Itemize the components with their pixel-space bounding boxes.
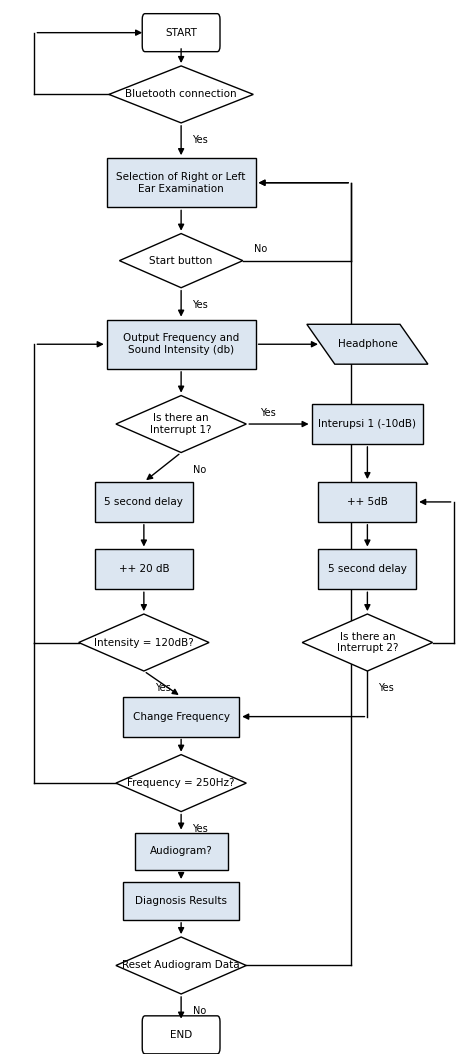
Bar (319, 482, 416, 522)
Polygon shape (109, 66, 253, 123)
Text: Reset Audiogram Data: Reset Audiogram Data (122, 961, 240, 970)
Polygon shape (116, 754, 246, 811)
Text: Output Frequency and
Sound Intensity (db): Output Frequency and Sound Intensity (db… (123, 333, 239, 355)
Text: ++ 20 dB: ++ 20 dB (118, 564, 169, 574)
Text: Yes: Yes (192, 299, 208, 310)
Bar (95, 549, 193, 589)
Text: Start button: Start button (149, 256, 213, 266)
Bar (107, 320, 255, 369)
Polygon shape (116, 396, 246, 453)
Text: No: No (255, 244, 268, 254)
Text: No: No (193, 464, 206, 475)
Text: Diagnosis Results: Diagnosis Results (135, 896, 227, 906)
Text: Is there an
Interrupt 1?: Is there an Interrupt 1? (150, 414, 212, 435)
Text: 5 second delay: 5 second delay (104, 497, 183, 507)
Polygon shape (116, 937, 246, 993)
FancyBboxPatch shape (142, 1016, 220, 1054)
Text: Yes: Yes (260, 407, 276, 418)
Text: Audiogram?: Audiogram? (150, 846, 212, 857)
Text: Is there an
Interrupt 2?: Is there an Interrupt 2? (337, 632, 398, 654)
Polygon shape (79, 614, 209, 671)
Bar (123, 882, 239, 919)
Text: Bluetooth connection: Bluetooth connection (125, 90, 237, 99)
Text: END: END (170, 1029, 192, 1040)
Text: Yes: Yes (192, 824, 208, 834)
Bar (319, 549, 416, 589)
Bar (107, 158, 255, 207)
Text: Change Frequency: Change Frequency (133, 712, 229, 722)
Text: Yes: Yes (192, 135, 208, 145)
Polygon shape (119, 234, 243, 288)
Text: Headphone: Headphone (337, 340, 397, 349)
Text: Frequency = 250Hz?: Frequency = 250Hz? (128, 778, 235, 788)
Bar (95, 482, 193, 522)
Polygon shape (307, 325, 428, 364)
Text: Yes: Yes (378, 683, 394, 693)
Text: Interupsi 1 (-10dB): Interupsi 1 (-10dB) (319, 419, 416, 430)
Text: Intensity = 120dB?: Intensity = 120dB? (94, 638, 194, 647)
Bar (135, 833, 228, 871)
Text: ++ 5dB: ++ 5dB (347, 497, 388, 507)
Text: No: No (193, 1006, 206, 1016)
FancyBboxPatch shape (142, 14, 220, 52)
Text: START: START (165, 28, 197, 38)
Bar (311, 404, 423, 444)
Polygon shape (302, 614, 433, 671)
Text: Selection of Right or Left
Ear Examination: Selection of Right or Left Ear Examinati… (117, 172, 246, 194)
Text: 5 second delay: 5 second delay (328, 564, 407, 574)
Bar (123, 696, 239, 736)
Text: Yes: Yes (155, 683, 170, 693)
